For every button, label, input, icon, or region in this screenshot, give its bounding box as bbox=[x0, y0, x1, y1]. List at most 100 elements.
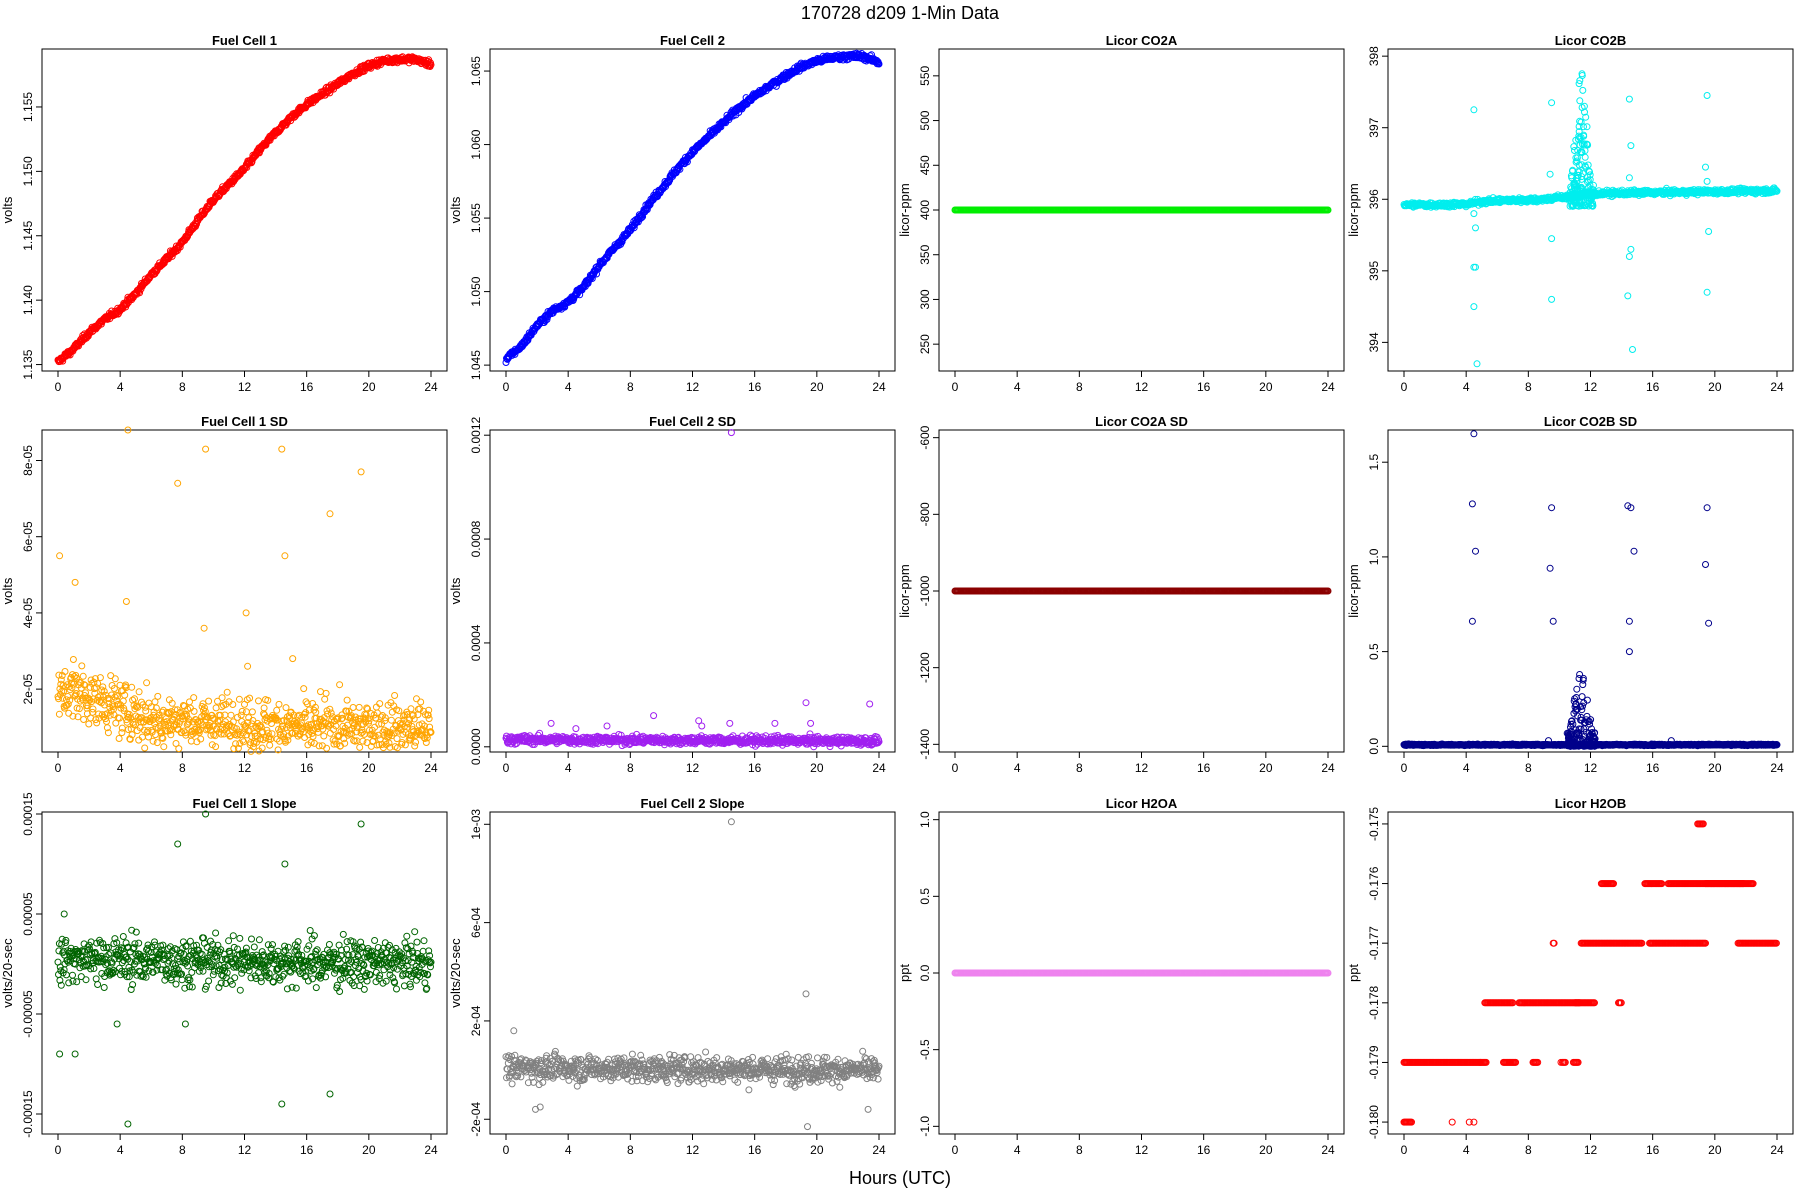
data-point bbox=[1546, 170, 1554, 178]
y-axis-label: licor-ppm bbox=[897, 183, 912, 236]
data-point bbox=[1470, 106, 1478, 114]
y-tick-label: 6e-05 bbox=[21, 521, 35, 552]
x-tick-label: 12 bbox=[238, 761, 252, 775]
y-tick-label: 300 bbox=[918, 289, 932, 309]
data-point bbox=[1583, 123, 1591, 131]
x-tick-label: 8 bbox=[179, 380, 186, 394]
data-point bbox=[376, 700, 384, 708]
data-point bbox=[771, 719, 779, 727]
plot-frame bbox=[489, 429, 896, 753]
y-tick-label: 1.145 bbox=[21, 220, 35, 250]
data-point bbox=[85, 720, 93, 728]
data-point bbox=[320, 732, 328, 740]
x-tick-label: 16 bbox=[300, 380, 314, 394]
x-tick-label: 20 bbox=[362, 761, 376, 775]
panel-title: Fuel Cell 2 bbox=[660, 33, 725, 48]
x-tick-label: 0 bbox=[952, 380, 959, 394]
data-point bbox=[1703, 92, 1711, 99]
x-tick-label: 4 bbox=[565, 380, 572, 394]
x-tick-label: 4 bbox=[1014, 380, 1021, 394]
data-point bbox=[1625, 253, 1633, 260]
y-tick-label: -600 bbox=[918, 425, 932, 449]
data-point bbox=[255, 697, 262, 705]
data-point bbox=[1470, 210, 1478, 218]
y-tick-label: 397 bbox=[1367, 117, 1381, 137]
data-point bbox=[603, 722, 611, 730]
x-tick-label: 8 bbox=[1076, 761, 1083, 775]
x-tick-label: 8 bbox=[179, 761, 186, 775]
data-point bbox=[190, 707, 198, 715]
data-point bbox=[300, 685, 308, 693]
data-point bbox=[248, 708, 256, 716]
data-point bbox=[588, 275, 596, 282]
data-point bbox=[160, 743, 168, 751]
y-tick-label: 1.050 bbox=[469, 276, 483, 306]
data-point bbox=[618, 238, 626, 246]
x-tick-label: 12 bbox=[1135, 380, 1149, 394]
x-tick-label: 16 bbox=[1197, 380, 1211, 394]
data-point bbox=[412, 738, 420, 746]
y-tick-label: 550 bbox=[918, 66, 932, 86]
data-point bbox=[336, 681, 344, 689]
x-tick-label: 0 bbox=[952, 761, 959, 775]
data-point bbox=[572, 725, 580, 733]
data-point bbox=[122, 598, 130, 605]
x-tick-label: 20 bbox=[1259, 380, 1273, 394]
data-point bbox=[427, 61, 435, 69]
data-point bbox=[202, 445, 210, 453]
data-point bbox=[111, 675, 119, 683]
y-tick-label: 1.060 bbox=[469, 129, 483, 159]
data-point bbox=[69, 656, 77, 663]
data-point bbox=[71, 578, 79, 586]
x-tick-label: 12 bbox=[1135, 761, 1149, 775]
data-point bbox=[282, 704, 290, 712]
y-tick-label: 4e-05 bbox=[21, 597, 35, 628]
data-point bbox=[275, 700, 283, 708]
data-point bbox=[343, 696, 351, 704]
y-axis-label: volts bbox=[448, 577, 463, 604]
data-point bbox=[141, 744, 149, 752]
data-point bbox=[807, 719, 815, 727]
y-tick-label: 350 bbox=[918, 244, 932, 264]
x-tick-label: 24 bbox=[1321, 380, 1335, 394]
data-point bbox=[349, 704, 357, 711]
x-tick-label: 16 bbox=[748, 761, 762, 775]
y-tick-label: 1.065 bbox=[469, 56, 483, 86]
data-point bbox=[593, 270, 600, 278]
x-tick-label: 20 bbox=[362, 380, 376, 394]
data-point bbox=[1627, 142, 1635, 150]
y-tick-label: 394 bbox=[1367, 332, 1381, 352]
data-point bbox=[524, 336, 532, 344]
data-point bbox=[391, 692, 399, 699]
x-tick-label: 12 bbox=[686, 761, 700, 775]
data-point bbox=[187, 737, 195, 745]
data-point bbox=[273, 706, 281, 714]
x-tick-label: 4 bbox=[117, 761, 124, 775]
y-tick-label: 2e-05 bbox=[21, 673, 35, 704]
series-points bbox=[1400, 70, 1781, 368]
x-tick-label: 24 bbox=[872, 761, 886, 775]
y-tick-label: 396 bbox=[1367, 189, 1381, 209]
x-tick-label: 0 bbox=[55, 761, 62, 775]
data-point bbox=[128, 683, 136, 691]
y-tick-label: 398 bbox=[1367, 46, 1381, 66]
panel-title: Licor CO2A SD bbox=[1095, 414, 1188, 429]
x-tick-label: 8 bbox=[1076, 380, 1083, 394]
data-point bbox=[55, 710, 63, 718]
y-tick-label: 250 bbox=[918, 334, 932, 354]
data-point bbox=[1703, 177, 1711, 185]
data-point bbox=[79, 672, 87, 680]
series-points bbox=[502, 429, 883, 751]
x-tick-label: 8 bbox=[627, 380, 634, 394]
plot-frame bbox=[41, 429, 448, 753]
data-point bbox=[326, 729, 334, 737]
data-point bbox=[289, 655, 297, 663]
data-point bbox=[190, 694, 198, 702]
data-point bbox=[376, 735, 384, 743]
data-point bbox=[174, 479, 182, 487]
